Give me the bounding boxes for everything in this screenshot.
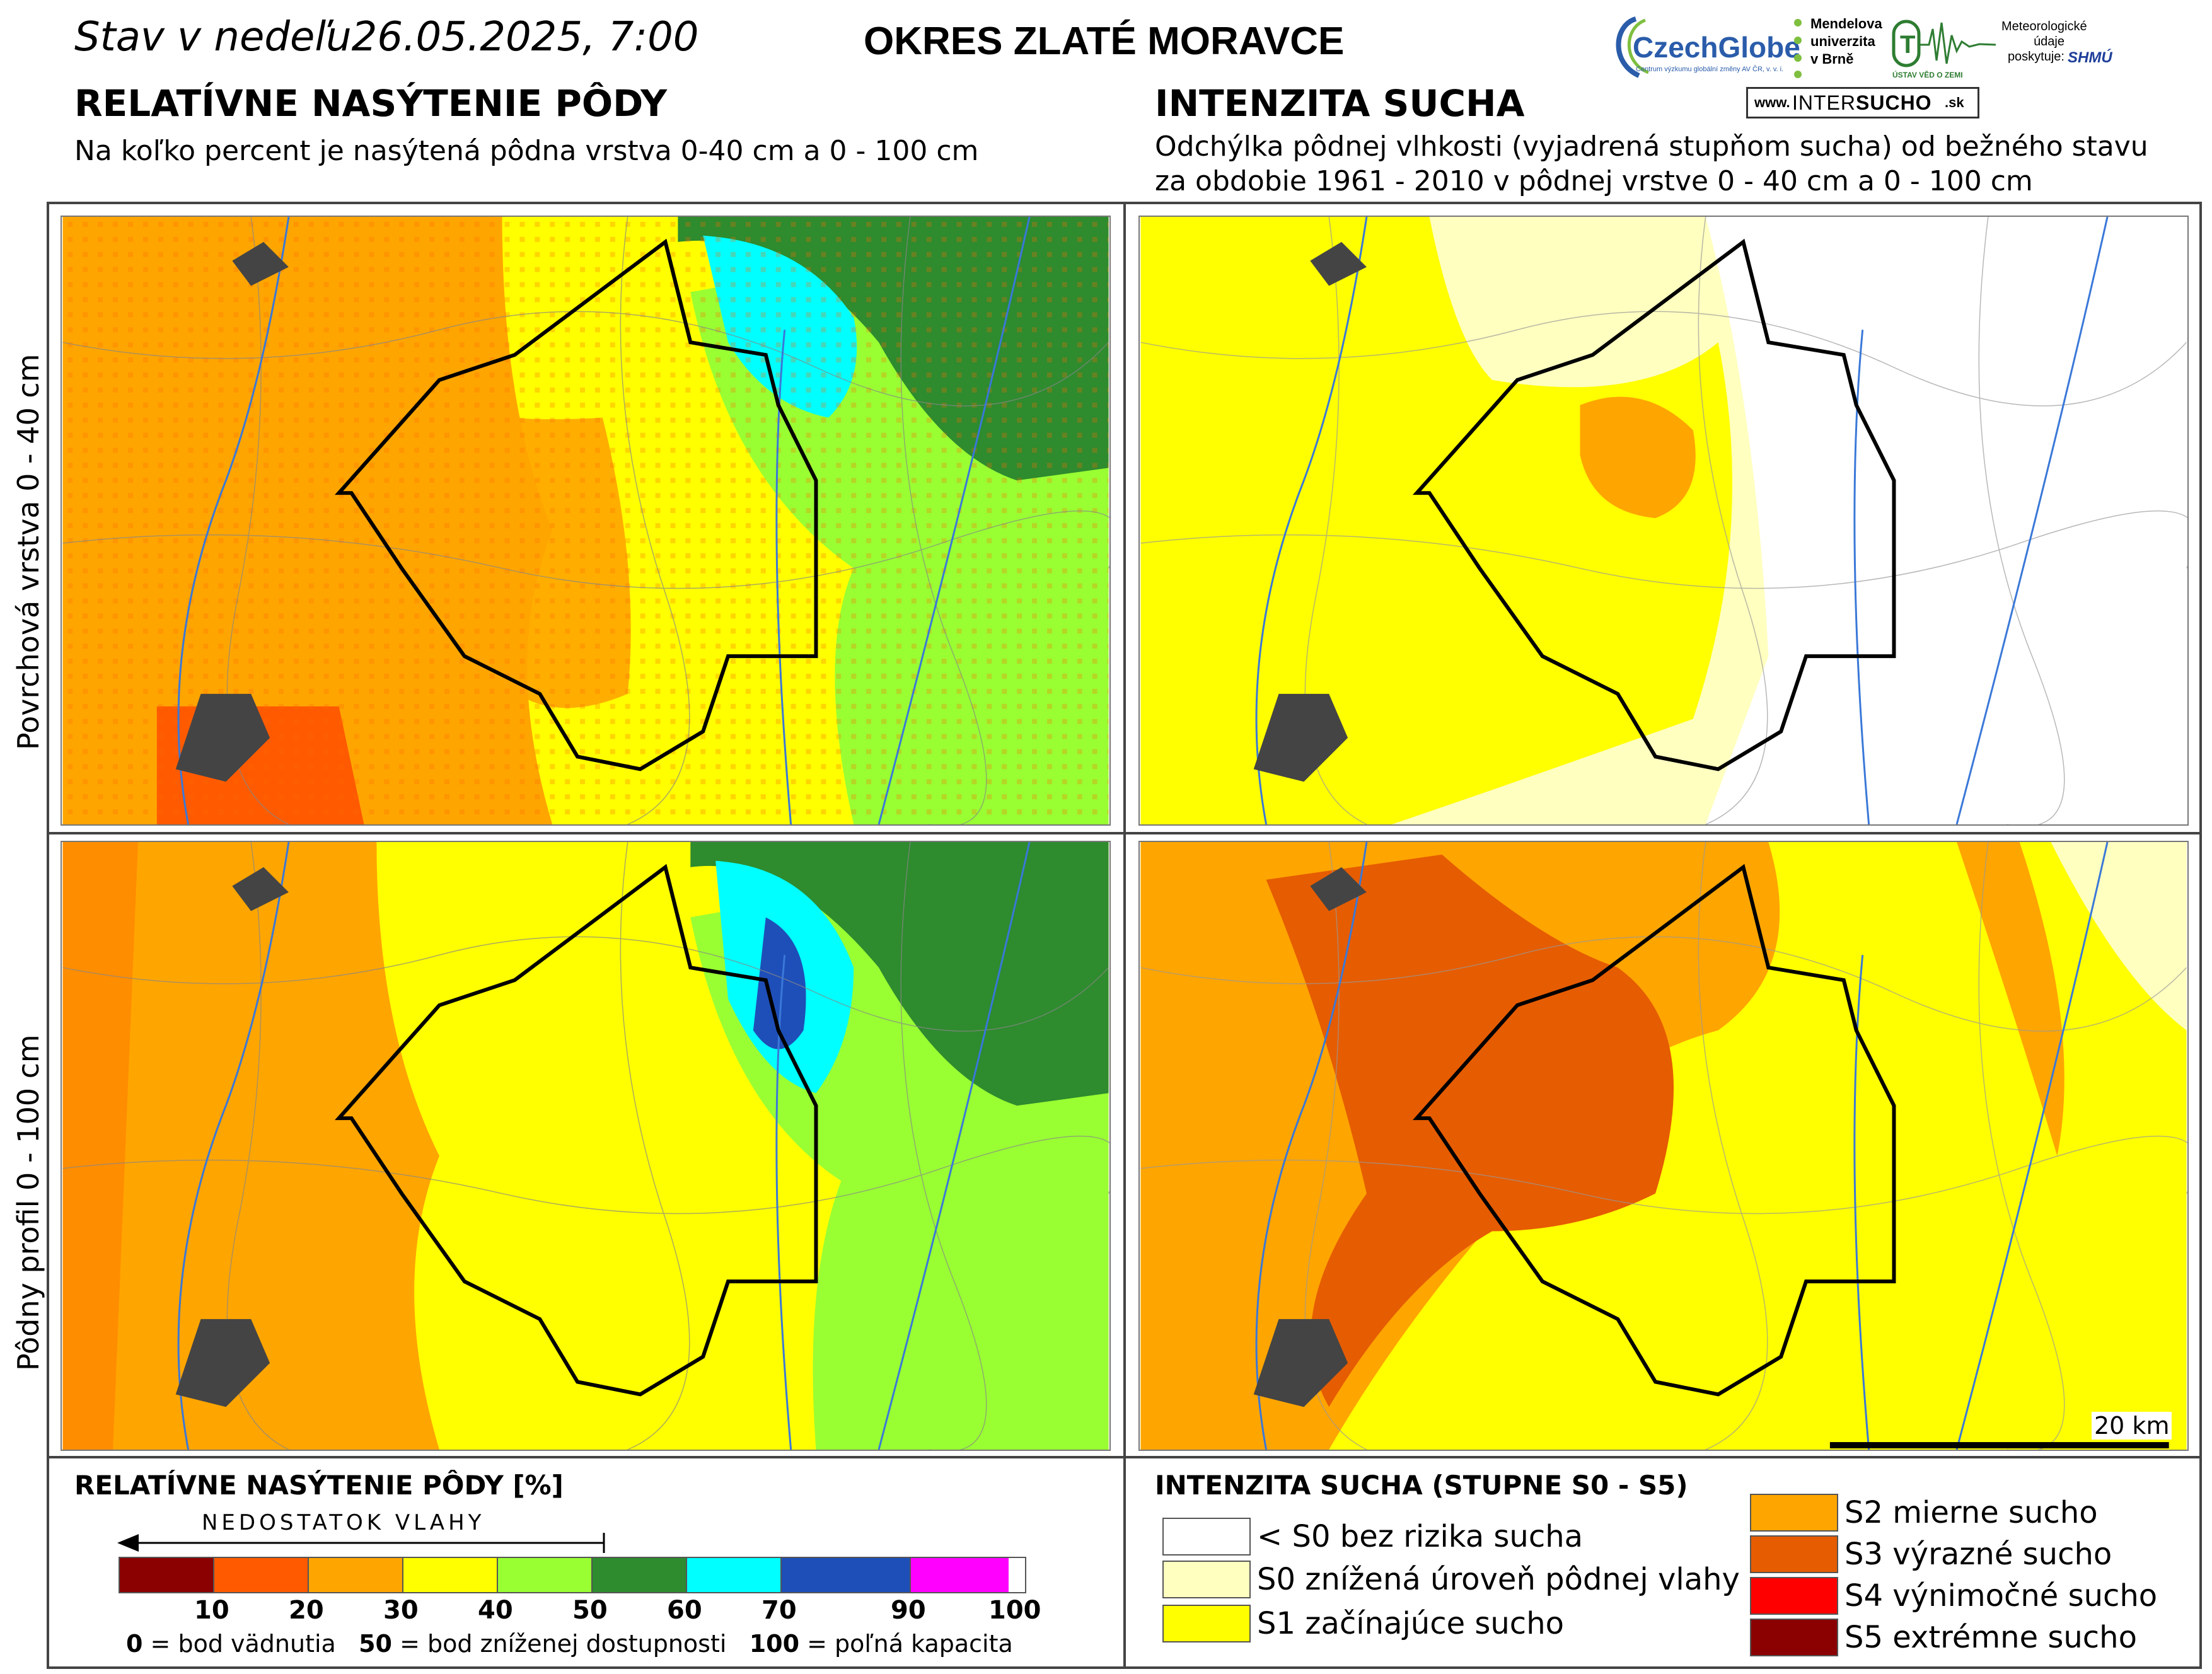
saturation-bin-8: [782, 1558, 911, 1592]
drought-label-3: S2 mierne sucho: [1844, 1495, 2098, 1530]
drought-subtitle-line1: Odchýlka pôdnej vlhkosti (vyjadrená stup…: [1155, 130, 2148, 163]
drought-swatch-1: [1162, 1561, 1251, 1598]
drought-subtitle-line2: za obdobie 1961 - 2010 v pôdnej vrstve 0…: [1155, 165, 2033, 197]
czechglobe-swoosh-icon: [1616, 16, 1649, 78]
legend-divider: [47, 1456, 2202, 1458]
saturation-subtitle: Na koľko percent je nasýtená pôdna vrstv…: [74, 135, 979, 167]
saturation-bin-9: [911, 1558, 1009, 1592]
scalebar-label: 20 km: [2092, 1412, 2172, 1440]
meteo-line3: poskytuje:: [2007, 50, 2064, 64]
middle-divider: [47, 832, 2202, 834]
drought-swatch-5: [1750, 1577, 1838, 1615]
intersucho-logo: www. INTERSUCHO .sk: [1746, 87, 1979, 118]
saturation-tick: 10: [194, 1596, 229, 1625]
drought-swatch-2: [1162, 1605, 1251, 1642]
drought-label-5: S4 výnimočné sucho: [1844, 1578, 2158, 1613]
drought-label-0: < S0 bez rizika sucha: [1257, 1519, 1584, 1554]
saturation-tick: 50: [572, 1596, 608, 1625]
intersucho-name-a: INTER: [1792, 91, 1856, 114]
drought-label-6: S5 extrémne sucho: [1844, 1620, 2137, 1655]
shortage-arrow-icon: [117, 1533, 605, 1553]
saturation-bin-3: [309, 1558, 403, 1592]
uvz-logo: T ÚSTAV VĚD O ZEMI: [1891, 16, 1998, 86]
czechglobe-name: CzechGlobe: [1633, 31, 1800, 64]
row-label-profile: Pôdny profil 0 - 100 cm: [11, 1034, 45, 1371]
mendel-line2: univerzita: [1810, 33, 1875, 49]
saturation-bin-5: [498, 1558, 593, 1592]
note-100-num: 100: [749, 1630, 800, 1658]
saturation-tick: 30: [383, 1596, 419, 1625]
saturation-bin-4: [403, 1558, 498, 1592]
shortage-arrow-label: NEDOSTATOK VLAHY: [202, 1510, 485, 1535]
meteo-line1: Meteorologické: [2001, 20, 2087, 33]
district-title: OKRES ZLATÉ MORAVCE: [864, 20, 1345, 63]
mendel-line3: v Brně: [1810, 51, 1854, 67]
mendel-dots-icon: [1794, 19, 1802, 78]
meteo-line2: údaje: [2034, 35, 2064, 49]
seismograph-icon: T: [1892, 20, 1996, 67]
drought-title: INTENZITA SUCHA: [1155, 82, 1525, 125]
vertical-divider: [1123, 202, 1126, 1669]
czechglobe-caption: Centrum výzkumu globální změny AV ČR, v.…: [1636, 66, 1784, 73]
saturation-tick: 60: [667, 1596, 702, 1625]
drought-label-4: S3 výrazné sucho: [1844, 1537, 2112, 1572]
mendel-logo: Mendelova univerzita v Brně: [1789, 11, 1890, 87]
note-50-num: 50: [359, 1630, 392, 1658]
saturation-tick: 100: [988, 1596, 1041, 1625]
note-0-text: = bod vädnutia: [150, 1630, 336, 1658]
uvz-caption: ÚSTAV VĚD O ZEMI: [1892, 71, 1963, 79]
drought-legend-title: INTENZITA SUCHA (STUPNE S0 - S5): [1155, 1470, 1688, 1501]
note-50-text: = bod zníženej dostupnosti: [400, 1630, 727, 1658]
scalebar-bar: [1829, 1442, 2169, 1449]
drought-swatch-6: [1750, 1619, 1838, 1656]
date-line: Stav v nedeľu26.05.2025, 7:00: [74, 14, 699, 61]
saturation-bin-1: [120, 1558, 214, 1592]
meteo-provider: Meteorologické údaje poskytuje: SHMÚ: [2001, 19, 2128, 88]
saturation-tick: 40: [478, 1596, 513, 1625]
saturation-notes: 0 = bod vädnutia 50 = bod zníženej dostu…: [126, 1630, 1013, 1658]
saturation-bin-6: [593, 1558, 687, 1592]
czechglobe-logo: CzechGlobe Centrum výzkumu globální změn…: [1611, 13, 1800, 82]
saturation-tick: 20: [289, 1596, 324, 1625]
mendel-line1: Mendelova: [1810, 16, 1882, 32]
saturation-legend-title: RELATÍVNE NASÝTENIE PÔDY [%]: [74, 1470, 564, 1501]
row-label-topsoil: Povrchová vrstva 0 - 40 cm: [11, 354, 45, 750]
saturation-title: RELATÍVNE NASÝTENIE PÔDY: [74, 82, 668, 125]
svg-text:T: T: [1900, 31, 1915, 59]
intersucho-name-b: SUCHO: [1856, 91, 1932, 114]
note-100-text: = poľná kapacita: [807, 1630, 1013, 1658]
saturation-bin-2: [214, 1558, 309, 1592]
note-0-num: 0: [126, 1630, 143, 1658]
saturation-ticks: 10 20 30 40 50 60 70 90 100: [119, 1593, 1041, 1625]
map-drought-profile: [1138, 841, 2189, 1451]
saturation-tick: 90: [891, 1596, 926, 1625]
map-drought-topsoil: [1138, 216, 2189, 826]
map-saturation-profile: [61, 841, 1111, 1451]
drought-swatch-0: [1162, 1518, 1251, 1556]
intersucho-name: INTERSUCHO: [1792, 91, 1932, 115]
shmu-logo: SHMÚ: [2068, 49, 2112, 66]
intersucho-tld: .sk: [1945, 95, 1964, 110]
saturation-bin-7: [687, 1558, 782, 1592]
intersucho-www: www.: [1754, 95, 1790, 110]
mendel-text: Mendelova univerzita v Brně: [1810, 15, 1882, 68]
saturation-color-bar: [119, 1557, 1026, 1593]
drought-swatch-3: [1750, 1494, 1838, 1532]
drought-label-2: S1 začínajúce sucho: [1257, 1606, 1564, 1641]
saturation-tick: 70: [761, 1596, 797, 1625]
drought-swatch-4: [1750, 1535, 1838, 1573]
meteo-text: Meteorologické údaje poskytuje:: [2001, 19, 2087, 64]
map-saturation-topsoil: [61, 216, 1111, 826]
drought-label-1: S0 znížená úroveň pôdnej vlahy: [1257, 1562, 1740, 1597]
